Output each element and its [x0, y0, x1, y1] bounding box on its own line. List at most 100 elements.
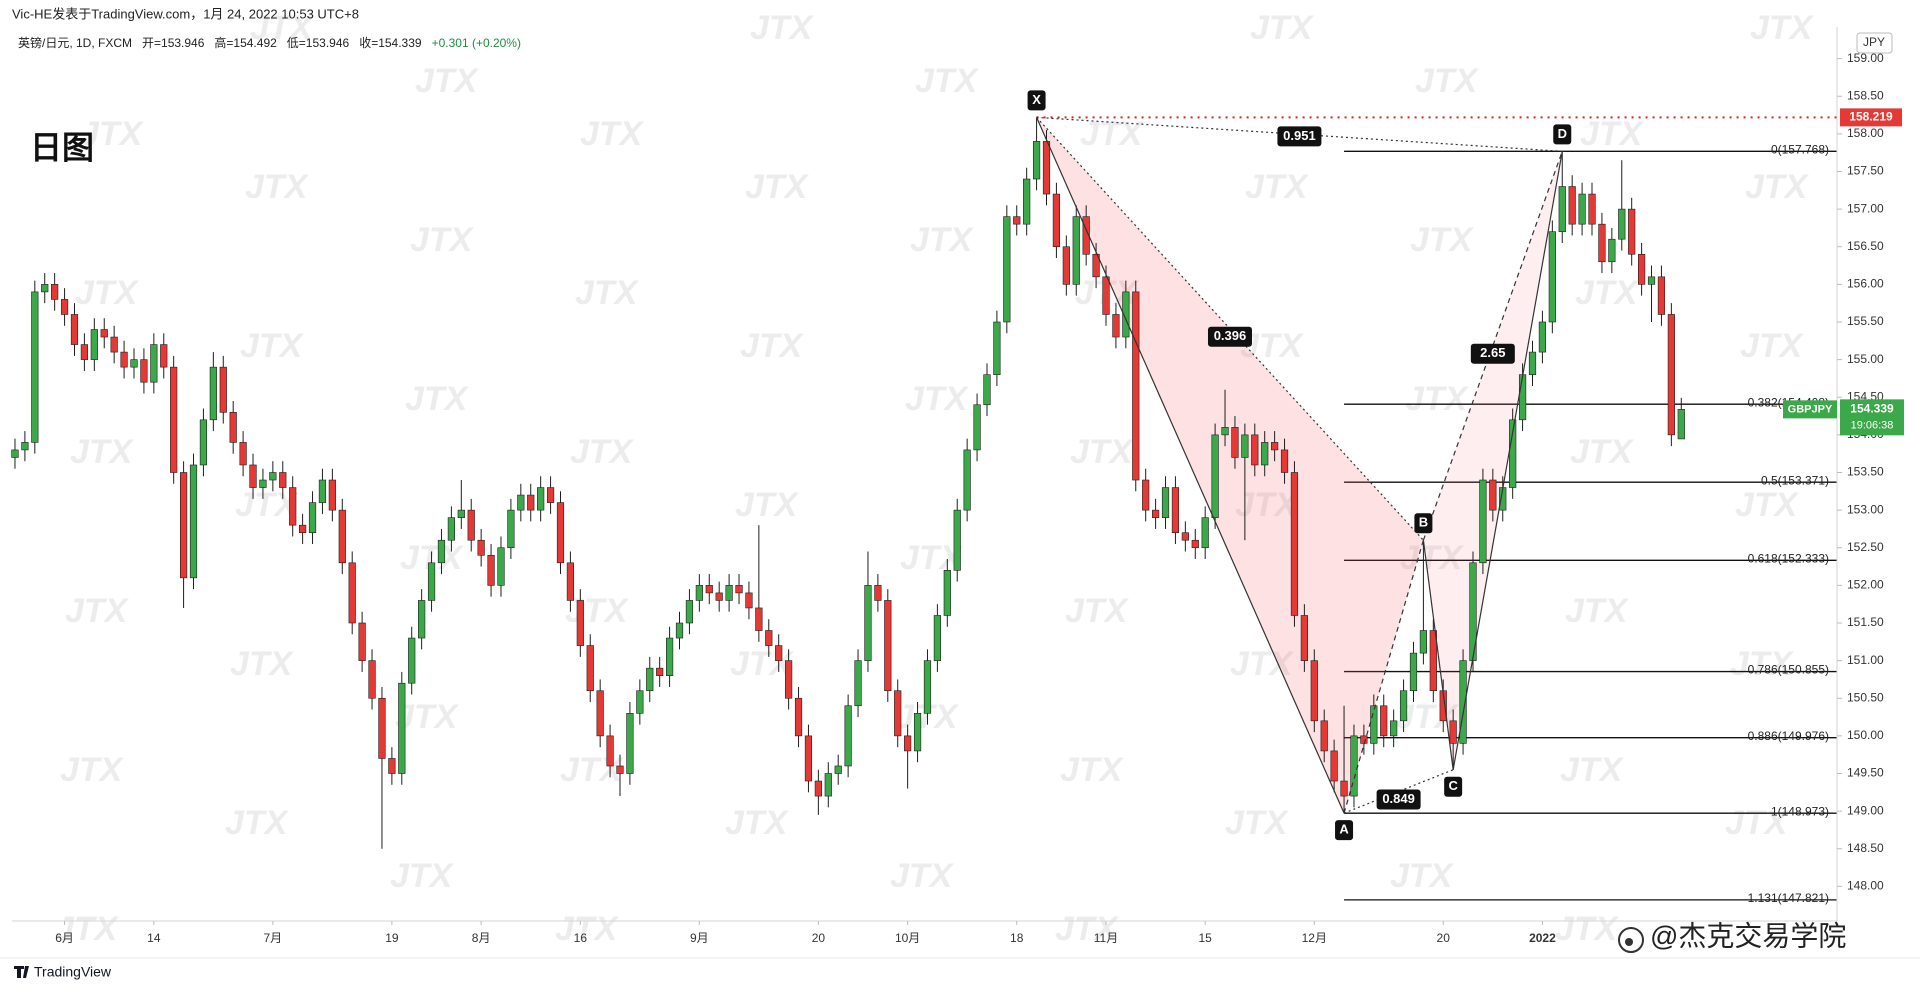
- candle-body: [189, 464, 198, 579]
- candle-body: [1191, 539, 1199, 549]
- candle-body: [1032, 141, 1041, 180]
- candle-body: [556, 502, 565, 564]
- legend-item: 低=153.946: [287, 36, 350, 50]
- candle-body: [31, 291, 39, 443]
- fib-label: 1.131(147.821): [1748, 891, 1829, 905]
- candle-body: [388, 758, 396, 774]
- watermark: JTX: [740, 327, 805, 365]
- candle-body: [606, 735, 614, 767]
- candle-body: [1171, 487, 1180, 533]
- y-tick-label: 153.50: [1847, 465, 1884, 479]
- candle-body: [963, 449, 971, 511]
- symbol-tag-label: GBPJPY: [1788, 403, 1833, 415]
- candle-body: [546, 487, 555, 503]
- x-tick-label: 10月: [895, 931, 920, 945]
- x-tick-label: 20: [1437, 931, 1451, 945]
- point-box: [1444, 776, 1463, 797]
- watermark: JTX: [1070, 433, 1135, 471]
- candle-body: [586, 645, 594, 692]
- weibo-icon: [1618, 927, 1644, 953]
- point-box: [1027, 90, 1046, 111]
- candle-body: [1449, 720, 1457, 744]
- point-label: D: [1558, 126, 1567, 141]
- watermark: JTX: [735, 486, 800, 524]
- watermark: JTX: [1570, 433, 1635, 471]
- candle-body: [844, 705, 852, 767]
- candle-body: [308, 502, 317, 533]
- candle-body: [1092, 253, 1100, 278]
- watermark: JTX: [1060, 751, 1125, 789]
- candle-body: [804, 735, 813, 782]
- candle-body: [755, 607, 763, 631]
- ratio-label: 0.951: [1283, 128, 1316, 143]
- footer-brand: TradingView: [34, 964, 112, 980]
- watermark: JTX: [230, 645, 295, 683]
- candle-body: [596, 690, 604, 737]
- watermark: JTX: [245, 168, 310, 206]
- candle-body: [1290, 472, 1299, 616]
- candle-body: [1677, 409, 1685, 440]
- watermark: JTX: [240, 327, 305, 365]
- candle-body: [51, 284, 59, 300]
- legend-item: +0.301 (+0.20%): [432, 36, 521, 50]
- candle-body: [626, 713, 634, 774]
- candle-body: [1231, 427, 1239, 458]
- watermark: JTX: [905, 380, 970, 418]
- candle-body: [427, 562, 436, 601]
- candle-body: [279, 472, 287, 488]
- candle-body: [745, 592, 753, 609]
- candle-body: [1201, 517, 1209, 549]
- candle-body: [705, 585, 713, 594]
- watermark: JTX: [1235, 486, 1300, 524]
- candle-body: [328, 479, 336, 511]
- pattern-line: [1036, 117, 1345, 814]
- watermark: JTX: [1735, 486, 1800, 524]
- watermark: JTX: [745, 168, 810, 206]
- candle-body: [1003, 216, 1011, 323]
- y-tick-label: 148.00: [1847, 879, 1884, 893]
- candle-body: [318, 479, 327, 503]
- candle-body: [378, 697, 386, 759]
- candle-body: [60, 299, 69, 315]
- candle-body: [447, 517, 455, 541]
- point-box: [1335, 820, 1354, 841]
- watermark: JTX: [730, 645, 795, 683]
- ratio-label: 0.849: [1382, 791, 1415, 806]
- y-tick-label: 151.00: [1847, 653, 1884, 667]
- plot-area: 0(157.768)0.382(154.408)0.5(153.371)0.61…: [11, 90, 1837, 905]
- candle-body: [1429, 630, 1437, 692]
- watermark: JTX: [1560, 751, 1625, 789]
- y-tick-label: 148.50: [1847, 841, 1884, 855]
- candle-body: [715, 592, 723, 601]
- candle-body: [219, 366, 227, 413]
- x-tick-label: 15: [1199, 931, 1213, 945]
- candle-body: [358, 622, 366, 661]
- candle-body: [1161, 487, 1170, 518]
- candle-body: [1647, 276, 1656, 285]
- candle-body: [814, 780, 822, 797]
- fib-label: 0.618(152.333): [1748, 551, 1829, 565]
- watermark: JTX: [910, 221, 975, 259]
- candle-body: [1042, 141, 1051, 195]
- pattern-area: [1423, 151, 1563, 770]
- y-tick-label: 158.00: [1847, 126, 1884, 140]
- currency-box: [1856, 32, 1893, 54]
- candle-body: [953, 509, 961, 571]
- candle-body: [943, 570, 951, 616]
- countdown-label: 19:06:38: [1851, 419, 1894, 431]
- x-tick-label: 19: [385, 931, 399, 945]
- candle-body: [209, 366, 217, 421]
- candle-body: [140, 359, 148, 383]
- candle-body: [685, 600, 694, 624]
- candle-body: [1251, 434, 1259, 466]
- ratio-box: [1376, 789, 1421, 810]
- watermark: JTX: [415, 62, 480, 100]
- y-tick-label: 156.50: [1847, 239, 1884, 253]
- candle-body: [1578, 193, 1586, 225]
- ratio-box: [1207, 326, 1252, 347]
- ratio-label: 2.65: [1480, 345, 1505, 360]
- candle-body: [665, 637, 674, 676]
- candle-body: [1261, 442, 1269, 466]
- y-tick-label: 149.50: [1847, 766, 1884, 780]
